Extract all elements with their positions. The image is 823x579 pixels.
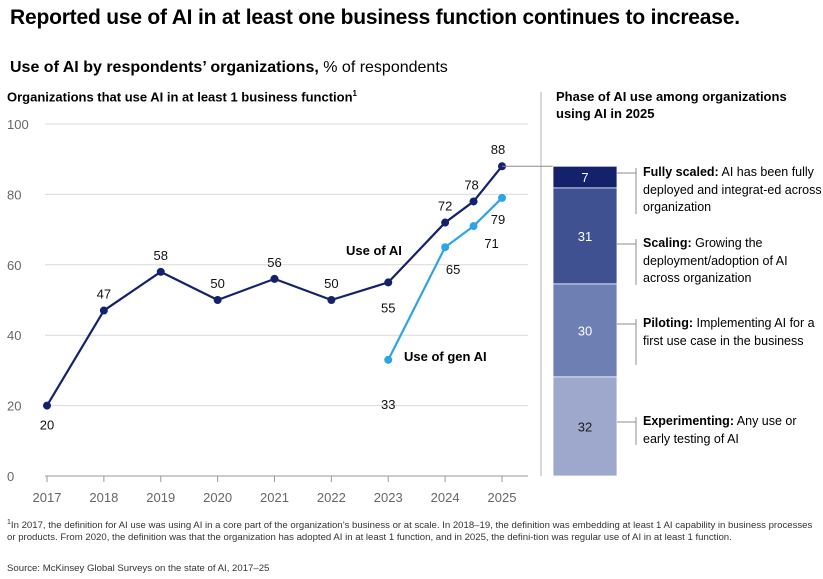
phase-description: Growing the deployment/adoption of AI ac… — [643, 236, 788, 285]
data-label: 79 — [491, 212, 505, 227]
stacked-bar: 7 31 30 32 — [552, 165, 618, 477]
data-label: 71 — [484, 236, 498, 251]
data-label: 72 — [438, 199, 452, 214]
x-tick-label: 2017 — [33, 490, 62, 505]
phase-fully-scaled: Fully scaled: AI has been fully deployed… — [643, 164, 823, 217]
data-label: 33 — [381, 397, 395, 412]
source-note: Source: McKinsey Global Surveys on the s… — [7, 563, 270, 574]
x-tick-label: 2019 — [146, 490, 175, 505]
data-point — [469, 197, 478, 206]
data-point — [99, 306, 108, 315]
line-chart-title-text: Organizations that use AI in at least 1 … — [7, 89, 353, 105]
bar-value-label: 31 — [578, 229, 592, 244]
data-point — [384, 355, 393, 364]
phase-experimenting: Experimenting: Any use or early testing … — [643, 413, 823, 448]
footnote-mark: 1 — [7, 519, 11, 526]
x-tick-label: 2022 — [317, 490, 346, 505]
data-point — [156, 267, 165, 276]
footnote-text: In 2017, the definition for AI use was u… — [7, 520, 813, 543]
data-label: 50 — [324, 276, 338, 291]
bar-value-label: 30 — [578, 323, 592, 338]
bar-chart-title: Phase of AI use among organizations usin… — [556, 89, 787, 121]
data-point — [43, 401, 51, 410]
phase-connectors — [617, 168, 637, 445]
data-label: 78 — [464, 177, 478, 192]
grid-lines — [45, 123, 528, 482]
y-tick-label: 20 — [7, 399, 21, 414]
data-label: 47 — [97, 287, 111, 302]
data-point — [469, 222, 478, 231]
data-point — [270, 274, 279, 283]
y-tick-label: 80 — [7, 187, 21, 202]
bar-segment-experimenting — [552, 376, 618, 477]
data-label: 55 — [381, 300, 395, 315]
series-line-use-of-ai — [46, 165, 503, 407]
data-point — [327, 296, 336, 304]
bar-segment-piloting — [552, 283, 618, 378]
phase-description: AI has been fully deployed and integrat-… — [643, 165, 822, 214]
phase-name: Experimenting: — [643, 414, 734, 428]
y-tick-label: 60 — [7, 258, 21, 273]
y-axis-tick-labels: 0 20 40 60 80 100 — [7, 117, 29, 484]
subtitle-unit: % of respondents — [318, 59, 448, 76]
bar-segment-scaling — [552, 187, 618, 285]
series-label-use-of-ai: Use of AI — [346, 243, 402, 258]
data-point — [441, 243, 450, 252]
x-tick-label: 2024 — [431, 490, 460, 505]
phase-name: Fully scaled: — [643, 165, 719, 179]
y-tick-label: 0 — [7, 469, 14, 484]
y-tick-label: 40 — [7, 328, 21, 343]
data-label: 88 — [491, 142, 505, 157]
data-label: 65 — [446, 262, 460, 277]
bar-value-label: 32 — [578, 419, 592, 434]
data-label: 58 — [154, 248, 168, 263]
x-tick-label: 2025 — [488, 490, 517, 505]
chart-subtitle: Use of AI by respondents’ organizations,… — [10, 59, 448, 77]
footnote-marker: 1 — [352, 89, 357, 98]
data-point — [498, 193, 506, 202]
line-series: 20 47 58 50 56 50 55 72 78 88 33 65 71 79 Use of AI Use… — [40, 142, 553, 433]
chart-title: Reported use of AI in at least one busin… — [10, 6, 740, 29]
x-tick-label: 2023 — [374, 490, 403, 505]
subtitle-bold: Use of AI by respondents’ organizations, — [10, 59, 319, 76]
x-tick-label: 2018 — [89, 490, 118, 505]
bar-value-label: 7 — [581, 170, 588, 185]
phase-description: Implementing AI for a first use case in … — [643, 316, 815, 348]
x-tick-label: 2021 — [260, 490, 289, 505]
data-point — [441, 218, 450, 227]
phase-scaling: Scaling: Growing the deployment/adoption… — [643, 235, 823, 288]
data-point — [384, 278, 393, 287]
data-label: 56 — [267, 255, 281, 270]
x-axis-tick-labels: 2017 2018 2019 2020 2021 2022 2023 2024 2025 — [33, 490, 517, 505]
data-label: 20 — [40, 418, 54, 433]
phase-name: Scaling: — [643, 236, 692, 250]
series-label-use-of-gen-ai: Use of gen AI — [404, 349, 487, 364]
phase-name: Piloting: — [643, 316, 693, 330]
y-tick-label: 100 — [7, 117, 29, 132]
series-line-use-of-gen-ai — [387, 197, 503, 361]
phase-piloting: Piloting: Implementing AI for a first us… — [643, 315, 823, 350]
footnote: 1In 2017, the definition for AI use was … — [7, 517, 817, 543]
data-point — [213, 296, 222, 304]
line-chart-title: Organizations that use AI in at least 1 … — [7, 89, 357, 104]
phase-description: Any use or early testing of AI — [643, 414, 797, 446]
x-tick-label: 2020 — [203, 490, 232, 505]
data-label: 50 — [210, 276, 224, 291]
